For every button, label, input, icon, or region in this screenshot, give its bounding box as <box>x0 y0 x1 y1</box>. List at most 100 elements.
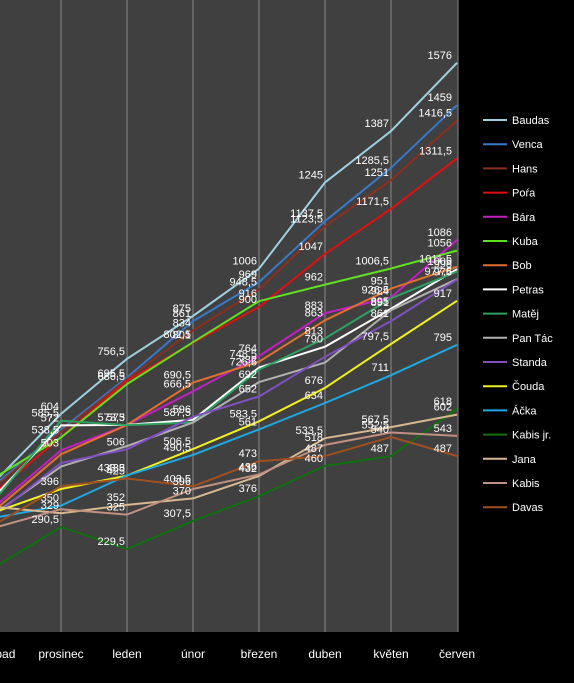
data-label: 969 <box>239 269 257 281</box>
data-label: 561 <box>239 416 257 428</box>
legend-label: Pan Tác <box>512 333 553 345</box>
data-label: 425 <box>107 466 125 478</box>
data-label: 875 <box>173 303 191 315</box>
data-label: 795 <box>434 332 452 344</box>
x-tick-label: duben <box>308 647 341 661</box>
data-label: 732 <box>239 355 257 367</box>
data-label: 926,5 <box>361 284 389 296</box>
data-label: 863 <box>305 307 323 319</box>
x-tick-label: prosinec <box>38 647 83 661</box>
legend-label: Čouda <box>512 380 545 393</box>
data-label: 1047 <box>299 241 323 253</box>
data-label: 604 <box>41 401 59 413</box>
legend-label: Davas <box>512 502 544 514</box>
data-label: 487 <box>371 443 389 455</box>
series-line <box>0 343 458 518</box>
data-label: 666,5 <box>163 378 191 390</box>
data-label: 790 <box>305 334 323 346</box>
legend-label: Matěj <box>512 309 539 321</box>
data-label: 573 <box>107 412 125 424</box>
legend-label: Venca <box>512 139 543 151</box>
data-label: 861 <box>173 308 191 320</box>
series-line <box>0 249 458 476</box>
data-label: 1387 <box>365 118 389 130</box>
legend-label: Kabis jr. <box>512 430 551 442</box>
data-label: 370 <box>173 485 191 497</box>
data-label: 538,5 <box>31 425 59 437</box>
x-tick-label: květen <box>373 647 408 661</box>
data-label: 585,5 <box>31 408 59 420</box>
data-label: 1006 <box>233 256 257 268</box>
data-label: 1311,5 <box>419 145 452 157</box>
x-tick-label: červen <box>439 647 475 661</box>
data-label: 433,5 <box>97 462 125 474</box>
series-line <box>0 407 458 566</box>
data-label: 802,5 <box>163 329 191 341</box>
data-label: 325 <box>107 502 125 514</box>
series-line <box>0 270 458 496</box>
data-label: 764 <box>239 343 257 355</box>
data-label: 895 <box>371 296 389 308</box>
data-label: 573,5 <box>97 412 125 424</box>
data-label: 977,5 <box>424 266 452 278</box>
data-label: 403,5 <box>163 473 191 485</box>
data-label: 1171,5 <box>356 196 389 208</box>
legend-label: Poŕa <box>512 188 536 200</box>
series-lines <box>0 62 458 566</box>
data-label: 506 <box>107 436 125 448</box>
data-label: 487 <box>305 443 323 455</box>
legend-label: Bára <box>512 212 536 224</box>
data-label: 487 <box>434 443 452 455</box>
data-label: 1576 <box>428 50 452 62</box>
data-label: 1005 <box>428 256 452 268</box>
data-label: 307,5 <box>163 508 191 520</box>
data-label: 290,5 <box>31 514 59 526</box>
legend-label: Kuba <box>512 236 539 248</box>
series-line <box>0 278 458 512</box>
data-label: 951 <box>371 276 389 288</box>
data-label: 533,5 <box>295 425 323 437</box>
data-label: 1285,5 <box>355 155 389 167</box>
legend-label: Áčka <box>512 404 537 417</box>
legend: Baudas Venca Hans Poŕa Bára Kuba Bob Petras Matě… <box>483 115 553 514</box>
data-label: 1416,5 <box>418 107 452 119</box>
data-label: 801 <box>173 330 191 342</box>
legend-label: Kabis <box>512 478 540 490</box>
x-tick-label: únor <box>181 647 205 661</box>
data-label: 861 <box>371 308 389 320</box>
series-line <box>0 268 458 492</box>
data-label: 352 <box>107 492 125 504</box>
data-label: 1245 <box>299 169 323 181</box>
data-label: 376 <box>239 483 257 495</box>
data-label: 900 <box>239 294 257 306</box>
data-label: 711 <box>371 362 389 374</box>
legend-label: Petras <box>512 284 544 296</box>
data-label: 1459 <box>428 92 452 104</box>
data-label: 1011,5 <box>419 254 452 266</box>
data-label: 1251 <box>365 167 389 179</box>
data-label: 726,5 <box>229 357 257 369</box>
data-label: 540 <box>371 424 389 436</box>
legend-label: Jana <box>512 454 537 466</box>
data-label: 813 <box>305 325 323 337</box>
data-label: 924 <box>371 285 389 297</box>
data-label: 948,5 <box>229 276 257 288</box>
data-labels: 604756,587510061245138715768619691137,51… <box>31 50 452 548</box>
data-label: 834 <box>173 317 191 329</box>
data-label: 602 <box>434 402 452 414</box>
data-label: 583,5 <box>229 408 257 420</box>
data-label: 506,5 <box>163 436 191 448</box>
data-label: 695,5 <box>97 368 125 380</box>
data-label: 572 <box>41 412 59 424</box>
legend-label: Hans <box>512 163 538 175</box>
legend-label: Standa <box>512 357 548 369</box>
series-line <box>0 431 458 528</box>
data-label: 883 <box>305 300 323 312</box>
data-label: 552,5 <box>361 419 389 431</box>
data-label: 567,5 <box>361 414 389 426</box>
x-tick-label: leden <box>112 647 141 661</box>
data-label: 543 <box>434 423 452 435</box>
plot-area <box>0 0 458 632</box>
series-line <box>0 413 458 515</box>
